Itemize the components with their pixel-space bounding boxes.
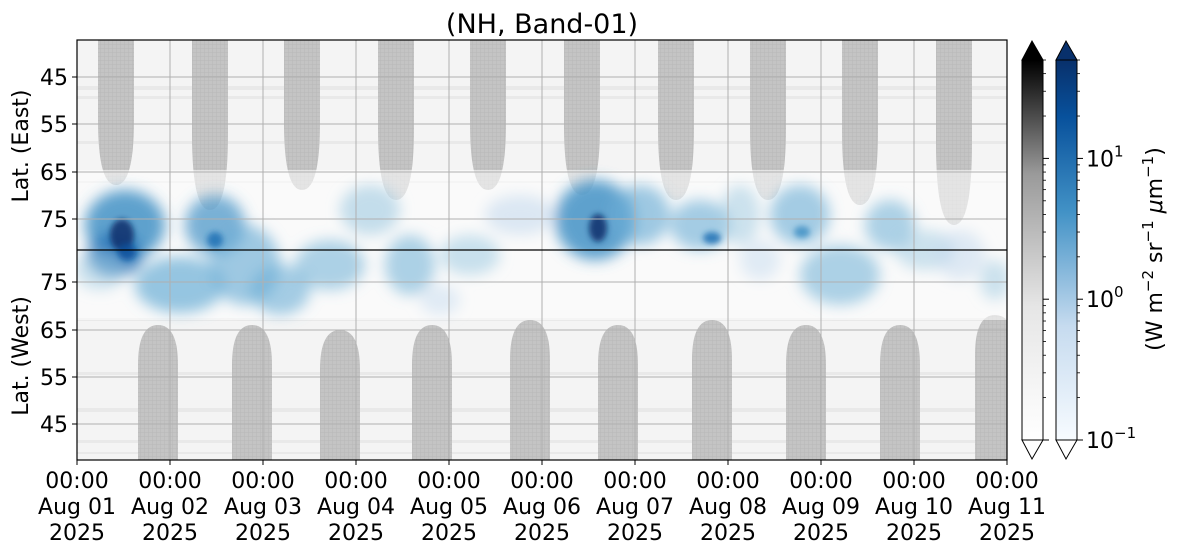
radiance-cores <box>110 214 810 260</box>
y-tick-label-west-3: 45 <box>40 413 68 438</box>
radiance-blob-21 <box>420 285 460 315</box>
x-tick-label-10: 00:00 Aug 11 2025 <box>968 469 1046 546</box>
y-tick-label-east-2: 65 <box>40 161 68 186</box>
x-tick-label-2: 00:00 Aug 03 2025 <box>224 469 302 546</box>
bottom-lobe-2 <box>320 330 360 460</box>
bottom-lobe-0 <box>138 325 178 460</box>
top-lobe-8 <box>842 40 878 205</box>
colorbar-blues-bar <box>1055 59 1078 441</box>
y-axis-label-east: Lat. (East) <box>9 90 34 203</box>
colorbar-tick-label-2: 10−1 <box>1086 424 1136 454</box>
colorbar-greys <box>1021 39 1044 461</box>
radiance-core-3 <box>703 232 721 244</box>
bottom-lobe-4 <box>510 320 550 460</box>
y-axis-ticks: 45 55 65 75 75 65 55 45 <box>40 66 77 438</box>
bottom-lobe-6 <box>692 320 732 460</box>
colorbars: 101 100 10−1 (W m−2 sr−1 μm−1) <box>1021 39 1168 461</box>
x-tick-label-4: 00:00 Aug 05 2025 <box>410 469 488 546</box>
colorbar-greys-bar <box>1021 59 1044 441</box>
radiance-blob-8 <box>385 235 435 295</box>
radiance-core-0 <box>110 219 134 251</box>
top-lobe-1 <box>192 40 228 210</box>
radiance-blob-10 <box>485 195 555 235</box>
colorbar-tick-label-1: 100 <box>1086 283 1124 313</box>
bottom-lobe-3 <box>412 325 452 460</box>
bottom-lobe-9 <box>975 315 1007 460</box>
radiance-core-1 <box>118 244 136 260</box>
x-tick-label-6: 00:00 Aug 07 2025 <box>596 469 674 546</box>
radiance-core-5 <box>794 226 810 238</box>
bottom-lobe-5 <box>598 325 638 460</box>
colorbar-tick-label-0: 101 <box>1086 142 1124 172</box>
radiance-blob-7 <box>340 185 400 235</box>
radiance-blob-15 <box>770 185 830 245</box>
radiance-blob-6 <box>295 240 365 290</box>
radiance-blob-22 <box>740 240 780 280</box>
top-lobe-6 <box>658 40 694 200</box>
x-tick-label-8: 00:00 Aug 09 2025 <box>782 469 860 546</box>
top-lobe-0 <box>98 40 134 185</box>
top-lobe-4 <box>470 40 506 190</box>
y-tick-label-west-2: 55 <box>40 366 68 391</box>
x-tick-label-9: 00:00 Aug 10 2025 <box>875 469 953 546</box>
bottom-lobe-8 <box>880 325 920 460</box>
colorbar-blues-extend-min <box>1055 439 1078 461</box>
y-tick-label-west-0: 75 <box>40 271 68 296</box>
radiance-core-4 <box>207 232 223 248</box>
radiance-blob-14 <box>720 185 760 245</box>
x-tick-label-0: 00:00 Aug 01 2025 <box>38 469 116 546</box>
y-axis-label-west: Lat. (West) <box>9 296 34 416</box>
colorbar-blues-extend-max <box>1055 39 1078 61</box>
radiance-blob-12 <box>610 185 670 245</box>
radiance-blob-2 <box>135 257 225 313</box>
x-tick-label-7: 00:00 Aug 08 2025 <box>689 469 767 546</box>
y-tick-label-west-1: 65 <box>40 319 68 344</box>
colorbar-blues <box>1055 39 1078 461</box>
radiance-blob-19 <box>935 230 985 280</box>
colorbar-greys-extend-min <box>1021 439 1044 461</box>
radiance-core-2 <box>589 214 607 242</box>
radiance-blob-9 <box>440 235 500 275</box>
colorbar-label: (W m−2 sr−1 μm−1) <box>1139 147 1168 351</box>
y-tick-label-east-1: 55 <box>40 113 68 138</box>
chart-title: (NH, Band-01) <box>446 9 638 40</box>
x-tick-label-5: 00:00 Aug 06 2025 <box>503 469 581 546</box>
top-lobe-3 <box>378 40 414 200</box>
radiance-blob-20 <box>77 250 125 290</box>
colorbar-ticks: 101 100 10−1 <box>1043 59 1136 454</box>
top-lobe-7 <box>750 40 786 200</box>
grid-lines <box>77 40 1007 460</box>
x-tick-label-1: 00:00 Aug 02 2025 <box>131 469 209 546</box>
y-tick-label-east-0: 45 <box>40 66 68 91</box>
plot-area <box>77 40 1007 460</box>
radiance-blob-16 <box>800 245 880 305</box>
x-tick-label-3: 00:00 Aug 04 2025 <box>317 469 395 546</box>
top-lobe-5 <box>564 40 600 195</box>
colorbar-greys-extend-max <box>1021 39 1044 61</box>
y-tick-label-east-3: 75 <box>40 208 68 233</box>
radiance-blob-23 <box>980 260 1007 300</box>
top-lobe-2 <box>284 40 320 190</box>
radiance-blob-5 <box>250 265 310 315</box>
bottom-lobe-1 <box>232 325 272 460</box>
bottom-lobe-7 <box>786 325 826 460</box>
